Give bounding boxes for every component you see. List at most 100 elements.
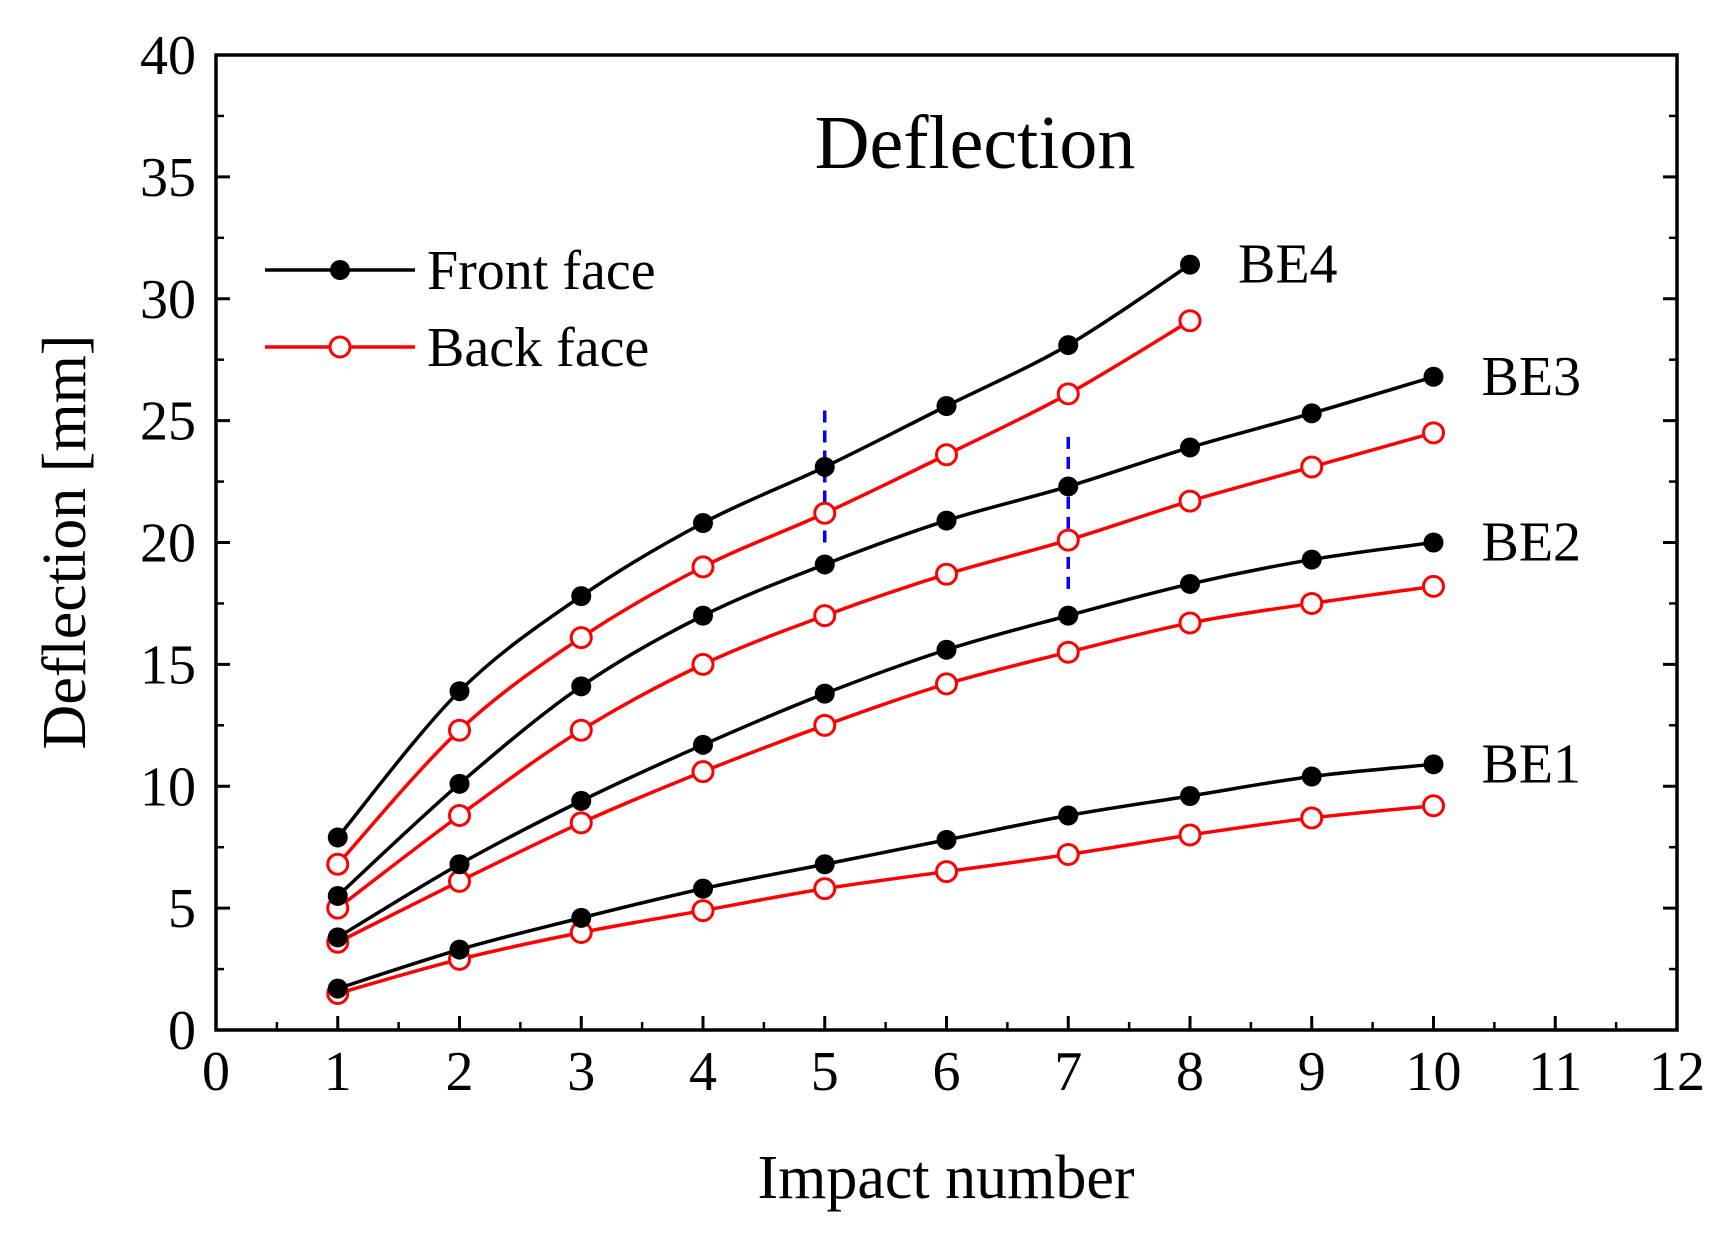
y-tick-label: 10 <box>140 756 196 818</box>
data-point <box>693 734 713 755</box>
x-tick-label: 11 <box>1528 1041 1582 1103</box>
data-point <box>813 604 837 628</box>
chart-title: Deflection <box>815 101 1136 185</box>
x-tick-label: 9 <box>1298 1041 1326 1103</box>
data-point <box>1180 573 1200 594</box>
y-tick-label: 30 <box>140 269 196 331</box>
data-point <box>1423 532 1444 553</box>
data-point <box>935 672 958 696</box>
data-point <box>813 501 837 525</box>
data-point <box>1058 605 1079 626</box>
data-point <box>1180 254 1200 275</box>
data-point <box>1300 806 1324 830</box>
data-point <box>571 676 592 697</box>
x-tick-label: 10 <box>1406 1041 1462 1103</box>
data-point <box>813 877 837 901</box>
data-point <box>1180 786 1200 806</box>
series-label-be1: BE1 <box>1482 733 1582 795</box>
data-point <box>449 773 470 794</box>
series-be3-back <box>326 421 1445 920</box>
data-point <box>449 681 470 702</box>
y-tick-label: 20 <box>140 513 196 575</box>
series-be4-back <box>326 309 1202 876</box>
data-point <box>1056 528 1080 552</box>
data-point <box>935 562 958 586</box>
series-labels: BE1 BE2 BE3 BE4 <box>1238 234 1581 796</box>
data-point <box>1056 640 1080 664</box>
data-point <box>448 804 471 827</box>
data-point <box>449 854 470 875</box>
x-tick-label: 5 <box>811 1041 839 1103</box>
data-point <box>693 605 713 626</box>
x-axis-ticks: 0 1 2 3 4 5 6 7 8 9 10 11 12 <box>202 1016 1705 1103</box>
y-tick-label: 25 <box>140 391 196 453</box>
y-tick-label: 0 <box>168 1000 196 1062</box>
data-point <box>571 790 592 811</box>
data-point <box>1301 549 1322 570</box>
y-axis-ticks: 0 5 10 15 20 25 30 35 40 <box>140 25 1677 1062</box>
x-tick-label: 4 <box>689 1041 717 1103</box>
series-line <box>336 375 1435 898</box>
data-point <box>1178 309 1202 333</box>
data-point <box>1178 611 1202 635</box>
data-point <box>813 713 837 737</box>
data-point <box>1301 403 1322 424</box>
data-point <box>327 827 348 848</box>
data-point <box>569 811 593 835</box>
data-point <box>936 639 957 660</box>
data-point <box>569 718 593 742</box>
data-point <box>1301 766 1322 787</box>
data-point <box>571 907 592 928</box>
data-point <box>936 829 957 850</box>
data-point <box>1058 335 1079 356</box>
data-point <box>327 927 348 948</box>
data-point <box>1300 455 1324 479</box>
y-tick-label: 5 <box>168 878 196 940</box>
data-point <box>936 396 957 416</box>
data-point <box>1423 366 1444 387</box>
y-axis-title: Deflection [mm] <box>31 335 99 750</box>
x-tick-label: 12 <box>1649 1041 1705 1103</box>
data-point <box>449 939 470 960</box>
data-point <box>1300 591 1324 615</box>
legend-back-marker <box>328 335 352 359</box>
series-line <box>336 540 1434 939</box>
x-tick-label: 3 <box>567 1041 595 1103</box>
x-axis-title: Impact number <box>757 1144 1134 1212</box>
x-tick-label: 2 <box>446 1041 474 1103</box>
data-point <box>326 852 350 876</box>
legend: Front face Back face <box>265 240 656 379</box>
series-label-be4: BE4 <box>1238 234 1338 296</box>
y-tick-label: 15 <box>140 634 196 696</box>
x-tick-label: 6 <box>933 1041 961 1103</box>
series-be2-front <box>327 532 1444 948</box>
data-point <box>1058 805 1079 826</box>
data-point <box>571 586 592 607</box>
y-tick-label: 35 <box>140 147 196 209</box>
data-point <box>693 878 713 899</box>
series-be3-front <box>327 366 1444 906</box>
x-tick-label: 8 <box>1176 1041 1204 1103</box>
data-point <box>814 456 835 477</box>
data-point <box>327 978 348 999</box>
data-point <box>1422 421 1445 445</box>
data-point <box>691 652 715 676</box>
data-point <box>1422 574 1445 598</box>
data-point <box>448 869 471 893</box>
data-point <box>1056 843 1080 866</box>
legend-back-label: Back face <box>427 317 649 379</box>
series-line <box>337 762 1434 991</box>
data-point <box>1180 437 1200 458</box>
series-label-be3: BE3 <box>1482 346 1582 408</box>
data-point <box>691 899 715 923</box>
data-point <box>693 513 713 533</box>
data-point <box>569 626 593 650</box>
series-layer <box>326 254 1445 1005</box>
data-point <box>1178 489 1202 513</box>
data-point <box>935 860 958 884</box>
data-point <box>1056 382 1080 406</box>
data-point <box>814 854 835 875</box>
x-tick-label: 1 <box>324 1041 352 1103</box>
series-be1-front <box>327 754 1444 999</box>
